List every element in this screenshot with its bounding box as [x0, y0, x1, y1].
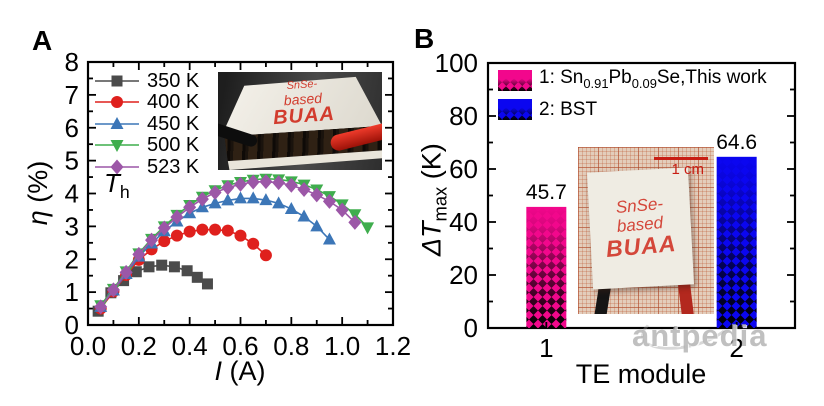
bar-value-label: 64.6: [716, 131, 757, 154]
legend-label: 450 K: [147, 112, 200, 135]
legend-text: Se,This work: [656, 67, 767, 89]
y-tick-label: 6: [65, 113, 79, 143]
antpedia-watermark: antpedia: [632, 318, 768, 353]
y-tick-label: 60: [449, 154, 478, 184]
x-tick-label: 0.4: [172, 331, 208, 361]
series-450-K: [94, 191, 336, 312]
legend-text: 1: Sn: [539, 67, 584, 89]
x-tick-label: 0.2: [121, 331, 157, 361]
legend-label: 350 K: [147, 69, 200, 92]
legend-marker: [95, 159, 139, 175]
legend-item-400-K: 400 K: [94, 92, 199, 114]
y-tick-label: 80: [449, 101, 478, 131]
legend-marker: [95, 140, 139, 153]
bar-2: [716, 156, 757, 328]
dtmax-bar-chart: 0 20 40 60 80 100 45.7 1 64.6 2: [435, 48, 797, 363]
legend-item-523-K: 523 K: [94, 156, 199, 178]
module-top-plate: [221, 76, 382, 137]
bar-1: [526, 206, 567, 328]
scale-bar: [654, 157, 708, 160]
legend-item-500-K: 500 K: [94, 135, 199, 157]
y-tick-label: 3: [65, 211, 79, 241]
y-tick-label: 2: [65, 244, 79, 274]
t-subscript: h: [119, 182, 130, 203]
current-symbol: I: [214, 356, 222, 386]
module-photo-inset: SnSe- based BUAA: [218, 72, 382, 170]
y-tick-label: 0: [464, 313, 478, 343]
eta-symbol: η: [23, 210, 53, 226]
max-subscript: max: [429, 186, 451, 222]
scale-bar-label: 1 cm: [671, 161, 704, 178]
legend-item-this-work: 1: Sn0.91Pb0.09Se,This work: [498, 66, 767, 95]
legend-sub: 0.91: [583, 75, 609, 91]
category-label: 1: [539, 333, 553, 363]
kelvin-unit: (K): [416, 143, 447, 187]
x-tick-label: 0.0: [70, 331, 106, 361]
x-tick-label: 1.0: [324, 331, 360, 361]
module-handwriting: SnSe- based BUAA: [253, 76, 354, 130]
x-tick-label: 0.6: [222, 331, 258, 361]
y-tick-label: 4: [65, 179, 79, 209]
legend-item-450-K: 450 K: [94, 113, 199, 135]
eta-unit: (%): [23, 160, 53, 211]
x-tick-label: 0.8: [273, 331, 309, 361]
y-tick-label: 8: [65, 47, 79, 77]
legend-marker: [95, 96, 139, 109]
y-tick-label: 1: [65, 277, 79, 307]
y-tick-label: 5: [65, 146, 79, 176]
legend-item-bst: 2: BST: [498, 95, 767, 124]
hot-side-temperature-annotation: Th: [104, 168, 130, 203]
legend-sub: 0.09: [631, 75, 657, 91]
panel-a: A 0.0 0.2 0.4 0.6 0.8 1.0 1.2 0 1 2 3 4 5 6 7 8 η (%) I…: [23, 25, 412, 387]
panel-b-label: B: [414, 23, 435, 54]
blue-pattern-swatch: [498, 99, 532, 120]
category-label: 2: [729, 333, 743, 363]
legend-label: 500 K: [147, 134, 200, 157]
series-523-K: [94, 174, 362, 315]
legend-marker: [95, 75, 139, 87]
y-tick-label: 100: [435, 48, 478, 78]
y-tick-label: 7: [65, 80, 79, 110]
bar-value-label: 45.7: [526, 181, 567, 204]
t-symbol: T: [416, 221, 447, 238]
x-tick-label: 1.2: [375, 331, 411, 361]
magenta-pattern-swatch: [498, 70, 532, 91]
handwriting-line3: BUAA: [605, 230, 678, 263]
legend-text: Pb: [608, 67, 632, 89]
legend-label: 400 K: [147, 91, 200, 114]
t-symbol: T: [104, 168, 120, 198]
module-on-graph-paper-inset: 1 cm SnSe- based BUAA: [578, 147, 714, 314]
panel-a-y-axis-label: η (%): [23, 93, 53, 293]
panel-a-label: A: [32, 25, 53, 56]
current-unit: (A): [222, 356, 266, 386]
legend-label-this-work: 1: Sn0.91Pb0.09Se,This work: [539, 68, 767, 93]
module-face: SnSe- based BUAA: [587, 167, 694, 290]
y-tick-label: 20: [449, 260, 478, 290]
panel-b: B 0 20 40 60 80 100 45.7 1 64.6 2 ΔTmax (K) TE mo…: [412, 0, 824, 406]
y-tick-label: 0: [65, 310, 79, 340]
legend-item-350-K: 350 K: [94, 70, 199, 92]
bar-legend: 1: Sn0.91Pb0.09Se,This work 2: BST: [498, 66, 767, 124]
panel-b-y-axis-label: ΔTmax (K): [416, 100, 455, 300]
legend-marker: [95, 116, 139, 129]
panel-a-x-axis-label: I (A): [140, 356, 340, 386]
panel-b-x-axis-label: TE module: [575, 359, 707, 389]
temperature-legend: 350 K 400 K 450 K 500 K 523 K: [94, 70, 199, 178]
delta-symbol: Δ: [416, 237, 447, 257]
legend-label-bst: 2: BST: [539, 99, 598, 120]
legend-label: 523 K: [147, 155, 200, 178]
y-tick-label: 40: [449, 207, 478, 237]
